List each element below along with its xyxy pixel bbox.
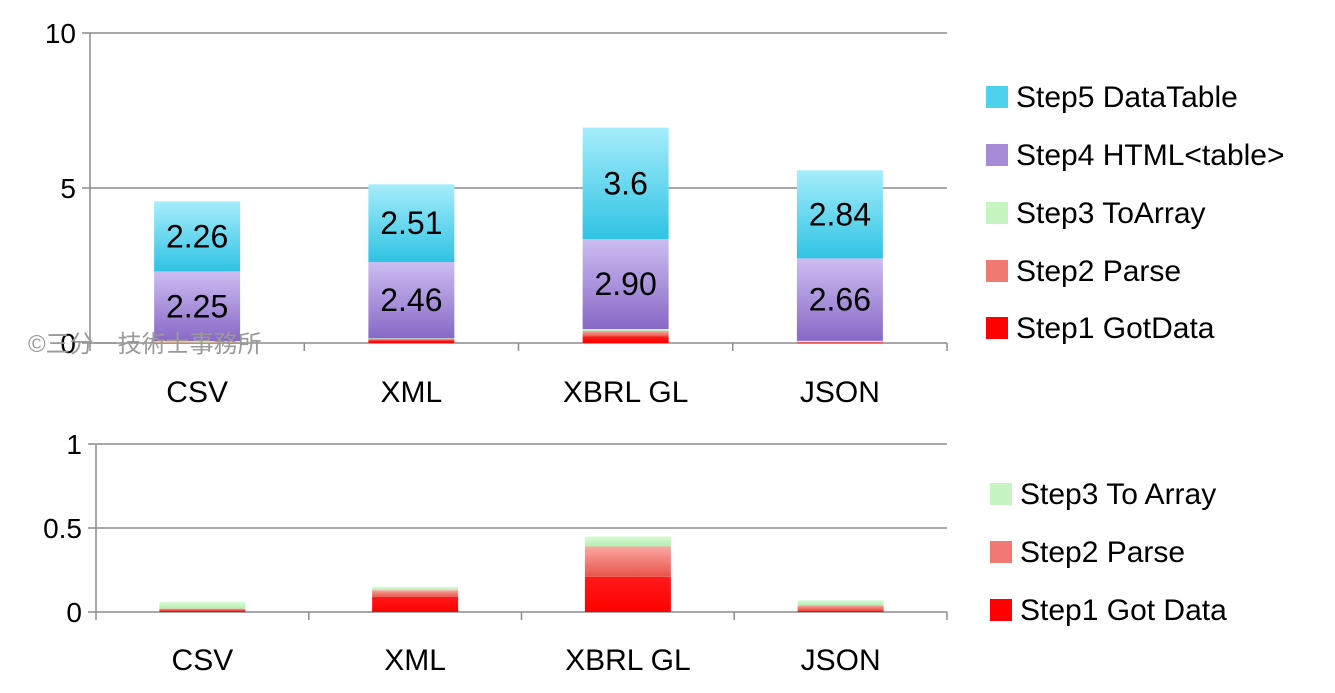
category-label: XBRL GL [565, 644, 691, 677]
data-label: 2.26 [166, 218, 228, 254]
legend-label: Step1 Got Data [1020, 594, 1227, 627]
chart-1: 0 5 10 CSV 2.25 2.26 XML 2.46 2.51 XBRL GL 2.90 3.6… [45, 18, 1285, 409]
legend-swatch [986, 260, 1008, 282]
data-label: 2.25 [166, 288, 228, 324]
bar-segment [796, 170, 883, 259]
bar-segment [584, 576, 671, 612]
data-label: 2.46 [380, 282, 442, 318]
y-tick-label: 1 [66, 429, 82, 460]
y-tick-label: 0 [60, 328, 76, 359]
chart-2: 0 0.5 1 CSV XML XBRL GL JSON Step1 Got Data Step… [43, 429, 1227, 677]
bar-segment [796, 341, 883, 343]
bar-segment [584, 536, 671, 547]
data-label: 2.90 [594, 266, 656, 302]
data-label: 2.84 [809, 196, 871, 232]
bar-segment [796, 342, 883, 344]
legend-swatch [990, 541, 1012, 563]
bar-segment [159, 610, 246, 612]
bar-segment [584, 546, 671, 577]
category-label: XML [384, 644, 446, 677]
bar-segment [368, 184, 455, 263]
legend-swatch [986, 86, 1008, 108]
bar-segment [372, 586, 459, 591]
legend-swatch [990, 599, 1012, 621]
bar-segment [154, 341, 241, 343]
bar-segment [368, 340, 455, 343]
legend-label: Step4 HTML<table> [1016, 139, 1285, 172]
category-label: XML [381, 376, 443, 409]
legend-swatch [986, 202, 1008, 224]
watermark: ©三分一技術士事務所 [28, 331, 262, 358]
bar-segment [582, 336, 669, 343]
category-label: JSON [801, 644, 881, 677]
bar-segment [796, 340, 883, 342]
bar-segment [154, 342, 241, 343]
bar-segment [159, 601, 246, 609]
category-label: XBRL GL [563, 376, 689, 409]
bar-segment [159, 608, 246, 611]
category-label: CSV [172, 644, 234, 677]
bar-segment [154, 201, 241, 272]
bar-segment [154, 342, 241, 344]
data-label: 2.66 [809, 282, 871, 318]
bar-segment [368, 262, 455, 339]
legend-label: Step3 ToArray [1016, 197, 1206, 230]
category-label: CSV [166, 376, 228, 409]
legend-label: Step2 Parse [1016, 255, 1181, 288]
legend-swatch [986, 144, 1008, 166]
bar-segment [582, 127, 669, 240]
y-tick-label: 5 [60, 173, 76, 204]
bar-segment [797, 610, 884, 612]
bar-segment [796, 258, 883, 341]
legend-label: Step1 GotData [1016, 312, 1215, 345]
bar-segment [372, 596, 459, 612]
bar-segment [368, 338, 455, 341]
legend-swatch [986, 317, 1008, 339]
bar-segment [582, 330, 669, 337]
bar-segment [797, 600, 884, 606]
bar-segment [372, 590, 459, 597]
legend-label: Step3 To Array [1020, 478, 1216, 511]
legend-swatch [990, 483, 1012, 505]
data-label: 3.6 [603, 165, 647, 201]
category-label: JSON [800, 376, 880, 409]
bar-segment [154, 271, 241, 342]
bar-segment [368, 338, 455, 339]
legend-label: Step5 DataTable [1016, 81, 1238, 114]
y-tick-label: 0 [66, 597, 82, 628]
legend-label: Step2 Parse [1020, 536, 1185, 569]
y-tick-label: 10 [45, 18, 76, 49]
bar-segment [582, 329, 669, 331]
data-label: 2.51 [380, 205, 442, 241]
bar-segment [582, 239, 669, 330]
y-tick-label: 0.5 [43, 513, 82, 544]
bar-segment [797, 605, 884, 611]
